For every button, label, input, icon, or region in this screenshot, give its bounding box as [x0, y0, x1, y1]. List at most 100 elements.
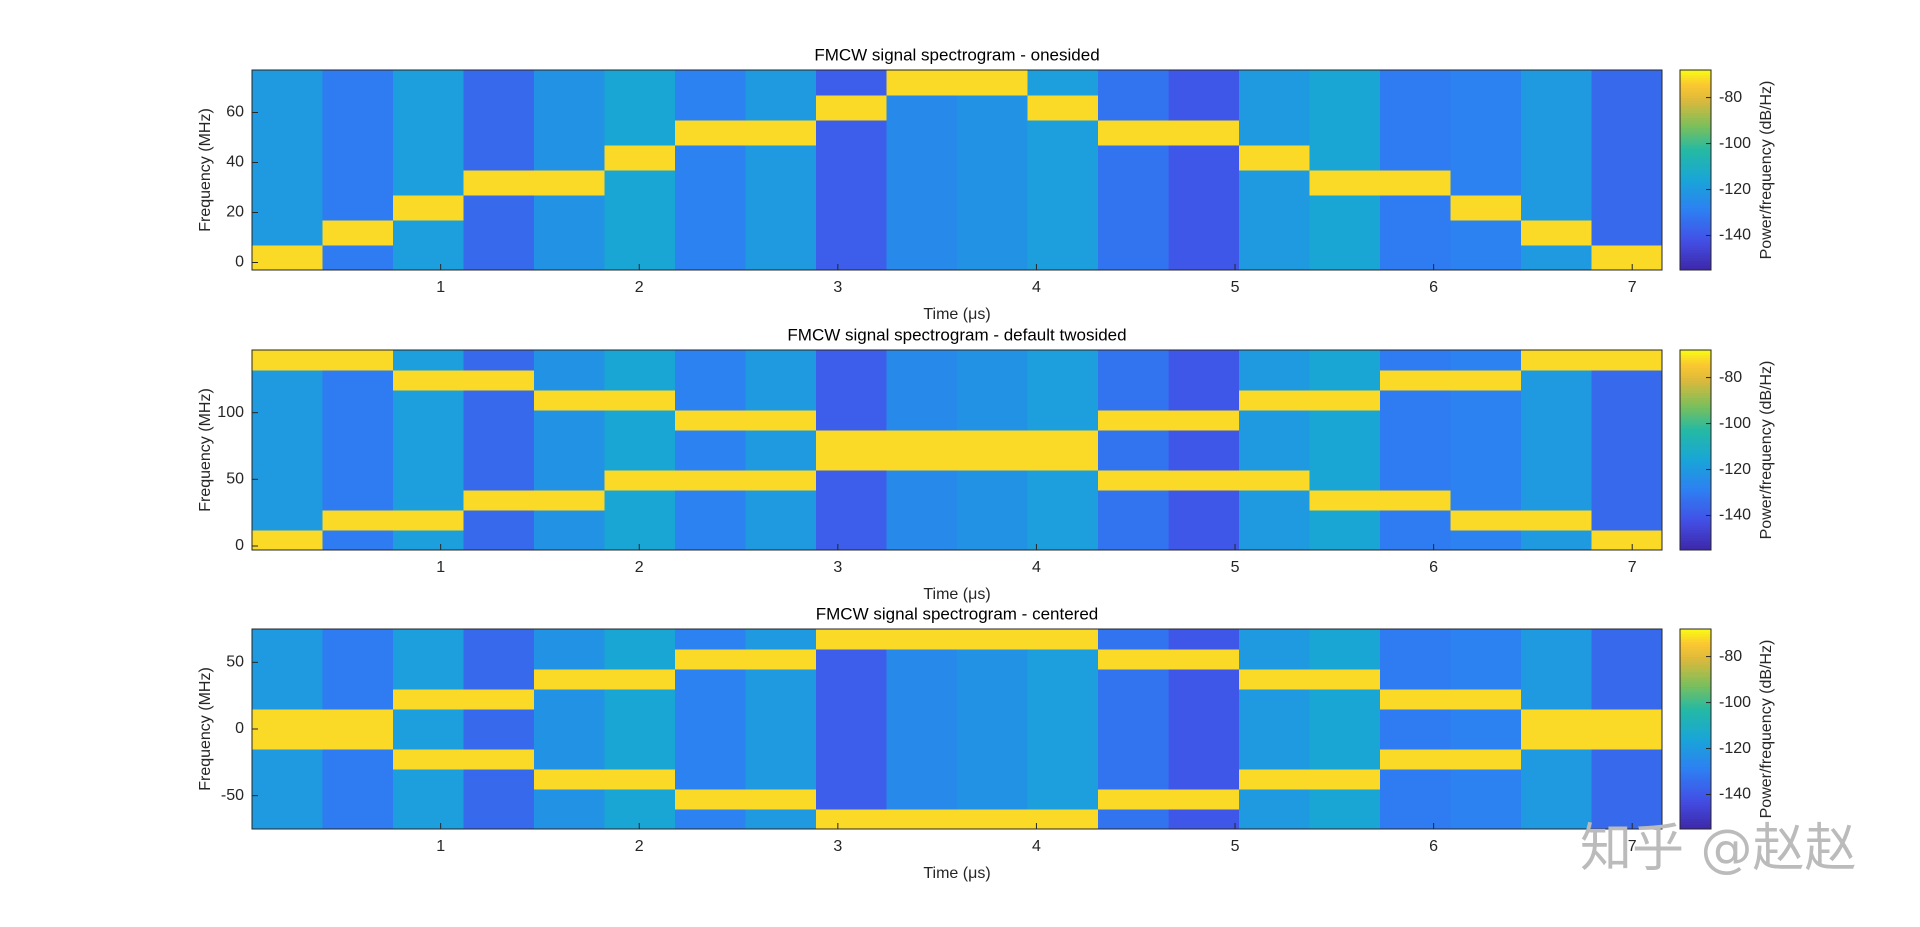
colorbar-box: [1679, 69, 1712, 271]
colorbar-swatch: [1680, 806, 1711, 810]
heatmap-cell: [252, 769, 323, 790]
colorbar-swatch: [1680, 681, 1711, 685]
heatmap-cell: [393, 510, 464, 531]
heatmap-cell: [886, 390, 958, 411]
heatmap-cell: [1591, 70, 1663, 96]
colorbar-swatch: [1680, 537, 1711, 541]
heatmap-cell: [816, 809, 887, 830]
colorbar-swatch: [1680, 195, 1711, 198]
colorbar-swatch: [1680, 532, 1711, 536]
heatmap-cell: [604, 370, 676, 391]
heatmap-cell: [1239, 530, 1310, 551]
heatmap-cell: [745, 649, 817, 670]
y-tick-label: 40: [226, 154, 244, 171]
heatmap-cell: [745, 629, 817, 650]
colorbar-swatch: [1680, 230, 1711, 233]
colorbar-swatch: [1680, 669, 1711, 672]
heatmap-cell: [393, 789, 464, 810]
heatmap-cell: [1450, 769, 1522, 790]
heatmap-cell: [1168, 195, 1240, 221]
colorbar-swatch: [1680, 535, 1711, 538]
x-axis-label: Time (μs): [923, 586, 990, 603]
heatmap-cell: [816, 220, 887, 246]
colorbar-swatch: [1680, 774, 1711, 777]
colorbar-swatch: [1680, 502, 1711, 506]
heatmap-cell: [1450, 120, 1522, 146]
heatmap-cell: [1098, 370, 1169, 391]
heatmap-cell: [1450, 470, 1522, 491]
colorbar-swatch: [1680, 232, 1711, 236]
heatmap-cell: [322, 145, 394, 171]
heatmap-cell: [957, 490, 1028, 511]
heatmap-cell: [604, 390, 676, 411]
colorbar-swatch: [1680, 395, 1711, 398]
heatmap-cell: [1521, 70, 1592, 96]
colorbar-swatch: [1680, 385, 1711, 388]
heatmap-cell: [1239, 410, 1310, 431]
heatmap-cell: [1168, 669, 1240, 690]
heatmap-cell: [957, 530, 1028, 551]
heatmap-cell: [1309, 390, 1381, 411]
heatmap-cell: [1591, 729, 1663, 750]
heatmap-cell: [1168, 145, 1240, 171]
y-tick-label: 50: [226, 471, 244, 488]
heatmap-cell: [1521, 649, 1592, 670]
heatmap-cell: [252, 450, 323, 471]
colorbar-swatch: [1680, 492, 1711, 496]
y-tick-label: 20: [226, 204, 244, 221]
heatmap-cell: [1098, 145, 1169, 171]
colorbar-swatch: [1680, 92, 1711, 96]
y-tick-label: 0: [235, 720, 244, 737]
heatmap-cell: [745, 145, 817, 171]
heatmap-cell: [1239, 145, 1310, 171]
heatmap-cell: [1450, 195, 1522, 221]
heatmap-cell: [1098, 195, 1169, 221]
heatmap-cell: [252, 145, 323, 171]
heatmap-cell: [322, 195, 394, 221]
heatmap-cell: [957, 809, 1028, 830]
heatmap-cell: [322, 689, 394, 710]
colorbar-swatch: [1680, 490, 1711, 493]
heatmap-cell: [886, 669, 958, 690]
colorbar-swatch: [1680, 826, 1711, 830]
x-tick-label: 6: [1429, 279, 1438, 296]
heatmap-cell: [1098, 220, 1169, 246]
heatmap-cell: [886, 490, 958, 511]
heatmap-cell: [393, 170, 464, 196]
heatmap-cell: [1027, 220, 1099, 246]
heatmap-cell: [1239, 220, 1310, 246]
heatmap-cell: [1239, 809, 1310, 830]
x-tick-label: 2: [635, 838, 644, 855]
colorbar-swatch: [1680, 729, 1711, 732]
colorbar-swatch: [1680, 200, 1711, 203]
colorbar-swatch: [1680, 779, 1711, 782]
heatmap-cell: [604, 95, 676, 121]
heatmap-cell: [534, 789, 605, 810]
x-tick-label: 6: [1429, 838, 1438, 855]
heatmap-cell: [534, 120, 605, 146]
colorbar-box: [1679, 628, 1712, 830]
heatmap-cell: [1168, 430, 1240, 451]
heatmap-cell: [957, 729, 1028, 750]
heatmap-cell: [1239, 95, 1310, 121]
heatmap-cell: [675, 350, 746, 371]
heatmap-cell: [393, 470, 464, 491]
heatmap-cell: [393, 145, 464, 171]
x-tick-label: 4: [1032, 838, 1041, 855]
colorbar-label: Power/frequency (dB/Hz): [1758, 81, 1775, 260]
colorbar-swatch: [1680, 420, 1711, 423]
heatmap-cell: [393, 410, 464, 431]
heatmap-cell: [534, 629, 605, 650]
heatmap-cell: [957, 120, 1028, 146]
colorbar-swatch: [1680, 165, 1711, 168]
heatmap-cell: [463, 350, 535, 371]
y-tick-label: 60: [226, 104, 244, 121]
heatmap-cell: [322, 669, 394, 690]
colorbar-swatch: [1680, 485, 1711, 488]
heatmap-cell: [604, 769, 676, 790]
colorbar-swatch: [1680, 380, 1711, 383]
heatmap-cell: [1380, 195, 1451, 221]
heatmap-cell: [957, 430, 1028, 451]
colorbar-swatch: [1680, 691, 1711, 695]
heatmap-cell: [534, 729, 605, 750]
